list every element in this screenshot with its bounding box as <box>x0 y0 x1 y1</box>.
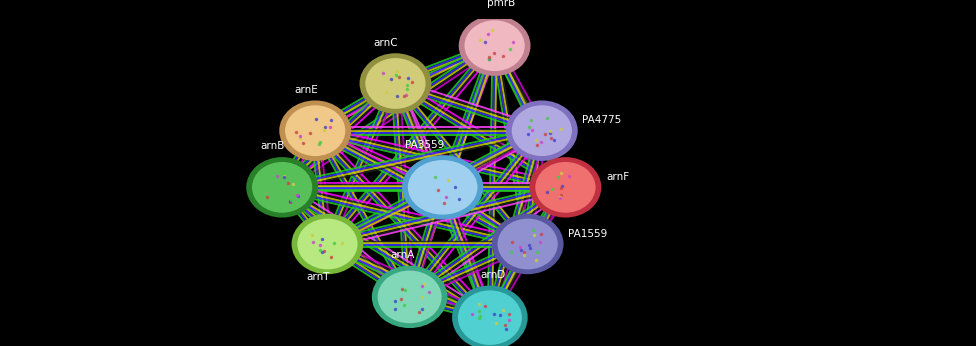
Ellipse shape <box>407 159 478 216</box>
Ellipse shape <box>534 161 596 214</box>
Ellipse shape <box>506 100 578 161</box>
Text: arnE: arnE <box>294 85 318 95</box>
Ellipse shape <box>492 214 563 274</box>
Ellipse shape <box>284 104 346 157</box>
Ellipse shape <box>459 16 531 76</box>
Text: PA1559: PA1559 <box>568 229 607 239</box>
Text: PA4775: PA4775 <box>583 115 622 125</box>
Text: arnC: arnC <box>374 38 398 47</box>
Ellipse shape <box>452 285 528 346</box>
Ellipse shape <box>402 155 483 219</box>
Text: pmrB: pmrB <box>487 0 515 8</box>
Ellipse shape <box>372 266 447 328</box>
Text: arnA: arnA <box>390 250 415 260</box>
Ellipse shape <box>464 19 526 72</box>
Ellipse shape <box>279 100 351 161</box>
Ellipse shape <box>530 157 601 218</box>
Ellipse shape <box>359 53 431 114</box>
Text: arnT: arnT <box>306 272 330 282</box>
Text: arnF: arnF <box>606 172 630 182</box>
Ellipse shape <box>377 270 443 324</box>
Text: arnB: arnB <box>261 142 285 152</box>
Ellipse shape <box>246 157 318 218</box>
Ellipse shape <box>497 218 559 271</box>
Ellipse shape <box>457 289 523 346</box>
Ellipse shape <box>510 104 573 157</box>
Ellipse shape <box>251 161 313 214</box>
Text: arnD: arnD <box>480 270 506 280</box>
Ellipse shape <box>364 57 427 110</box>
Ellipse shape <box>297 218 358 271</box>
Ellipse shape <box>292 214 363 274</box>
Text: PA3559: PA3559 <box>405 139 444 149</box>
